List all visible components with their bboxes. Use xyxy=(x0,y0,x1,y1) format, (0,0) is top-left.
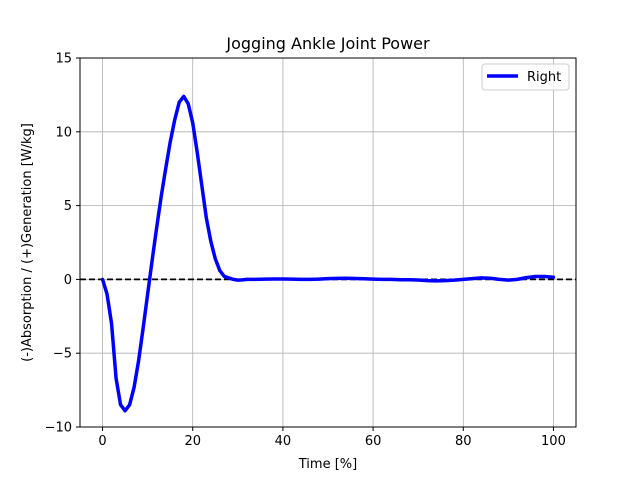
legend: Right xyxy=(481,63,570,91)
y-tick-label-5: 15 xyxy=(55,52,72,67)
x-tick-label-3: 60 xyxy=(365,434,382,449)
y-axis-label: (-)Absorption / (+)Generation [W/kg] xyxy=(20,123,35,362)
y-tick-label-4: 10 xyxy=(55,125,72,140)
x-axis-label: Time [%] xyxy=(298,457,357,472)
x-tick-label-0: 0 xyxy=(98,434,106,449)
legend-label-right: Right xyxy=(527,70,561,85)
y-tick-label-1: −5 xyxy=(53,347,72,362)
plot-area-frame xyxy=(79,57,577,428)
y-tick-label-0: −10 xyxy=(45,421,72,436)
x-tick-label-2: 40 xyxy=(275,434,292,449)
series-layer xyxy=(100,94,556,413)
axis-ticks: 0 20 40 60 80 100 −10 −5 0 5 10 15 xyxy=(45,52,566,450)
series-line-right xyxy=(100,94,556,413)
chart-title: Jogging Ankle Joint Power xyxy=(225,34,430,53)
x-tick-label-5: 100 xyxy=(541,434,566,449)
legend-box xyxy=(481,63,570,91)
x-tick-label-1: 20 xyxy=(184,434,201,449)
y-tick-label-2: 0 xyxy=(64,273,72,288)
y-tick-label-3: 5 xyxy=(64,199,72,214)
x-tick-label-4: 80 xyxy=(455,434,472,449)
